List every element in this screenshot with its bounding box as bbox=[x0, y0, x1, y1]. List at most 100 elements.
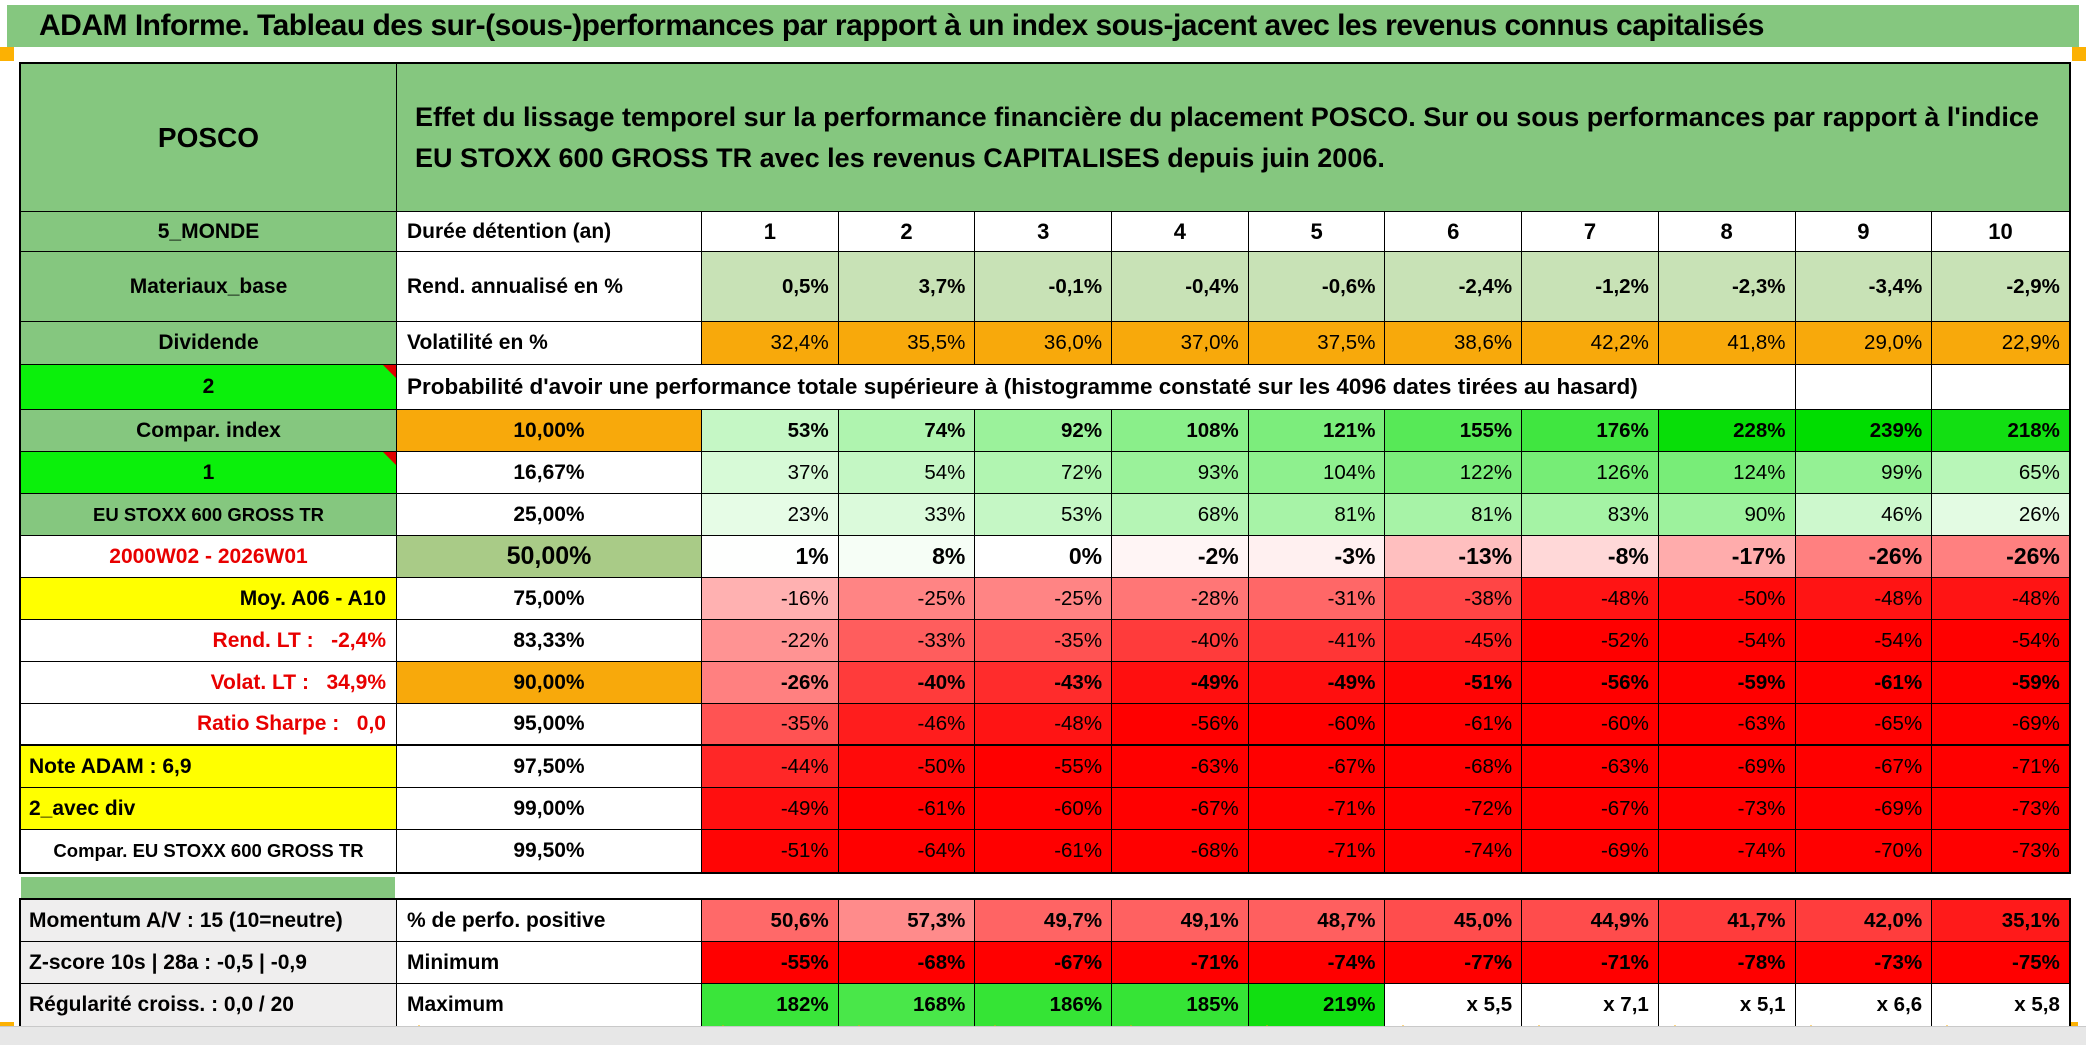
value-cell[interactable]: -26% bbox=[1795, 536, 1933, 578]
metric-cell[interactable]: Minimum bbox=[397, 942, 702, 984]
metric-cell[interactable]: 10,00% bbox=[397, 410, 702, 452]
value-cell[interactable]: 219% bbox=[1248, 984, 1386, 1026]
label-cell[interactable]: 2000W02 - 2026W01 bbox=[21, 536, 397, 578]
value-cell[interactable]: -3,4% bbox=[1795, 252, 1933, 322]
value-cell[interactable]: -2,4% bbox=[1385, 252, 1523, 322]
column-header-cell[interactable]: 6 bbox=[1385, 212, 1523, 252]
value-cell[interactable]: 37% bbox=[702, 452, 839, 494]
value-cell[interactable]: -75% bbox=[1932, 942, 2069, 984]
value-cell[interactable]: -61% bbox=[1795, 662, 1933, 704]
value-cell[interactable]: x 5,8 bbox=[1932, 984, 2069, 1026]
metric-cell[interactable]: 75,00% bbox=[397, 578, 702, 620]
value-cell[interactable]: 65% bbox=[1932, 452, 2069, 494]
value-cell[interactable]: -73% bbox=[1932, 788, 2069, 830]
value-cell[interactable]: -73% bbox=[1658, 788, 1796, 830]
value-cell[interactable]: -35% bbox=[702, 704, 839, 746]
value-cell[interactable]: x 7,1 bbox=[1522, 984, 1659, 1026]
value-cell[interactable]: -68% bbox=[1112, 830, 1249, 872]
value-cell[interactable]: -74% bbox=[1658, 830, 1796, 872]
value-cell[interactable]: -61% bbox=[1385, 704, 1523, 746]
value-cell[interactable]: 53% bbox=[702, 410, 839, 452]
label-cell[interactable]: 1 bbox=[21, 452, 397, 494]
metric-cell[interactable]: 97,50% bbox=[397, 746, 702, 788]
value-cell[interactable]: -28% bbox=[1112, 578, 1249, 620]
value-cell[interactable]: -67% bbox=[1795, 746, 1933, 788]
value-cell[interactable]: 239% bbox=[1795, 410, 1933, 452]
value-cell[interactable]: -71% bbox=[1248, 830, 1386, 872]
value-cell[interactable]: -69% bbox=[1795, 788, 1933, 830]
value-cell[interactable] bbox=[1795, 365, 1933, 410]
value-cell[interactable]: -13% bbox=[1385, 536, 1523, 578]
value-cell[interactable]: 124% bbox=[1658, 452, 1796, 494]
value-cell[interactable]: -41% bbox=[1248, 620, 1386, 662]
column-header-cell[interactable]: 2 bbox=[838, 212, 976, 252]
value-cell[interactable]: -67% bbox=[1248, 746, 1386, 788]
value-cell[interactable]: -54% bbox=[1932, 620, 2069, 662]
value-cell[interactable]: 45,0% bbox=[1385, 900, 1523, 942]
value-cell[interactable]: 8% bbox=[838, 536, 976, 578]
description-cell[interactable]: Effet du lissage temporel sur la perform… bbox=[397, 64, 2069, 212]
column-header-cell[interactable]: 9 bbox=[1795, 212, 1933, 252]
value-cell[interactable]: -69% bbox=[1522, 830, 1659, 872]
value-cell[interactable]: -49% bbox=[702, 788, 839, 830]
value-cell[interactable]: 57,3% bbox=[838, 900, 976, 942]
value-cell[interactable]: -63% bbox=[1112, 746, 1249, 788]
label-cell[interactable]: Dividende bbox=[21, 322, 397, 365]
value-cell[interactable]: 90% bbox=[1658, 494, 1796, 536]
value-cell[interactable]: -2% bbox=[1112, 536, 1249, 578]
value-cell[interactable]: -52% bbox=[1522, 620, 1659, 662]
value-cell[interactable]: 3,7% bbox=[838, 252, 976, 322]
value-cell[interactable]: -68% bbox=[1385, 746, 1523, 788]
value-cell[interactable]: 53% bbox=[975, 494, 1113, 536]
value-cell[interactable]: 36,0% bbox=[975, 322, 1113, 365]
value-cell[interactable]: 22,9% bbox=[1932, 322, 2069, 365]
value-cell[interactable]: -48% bbox=[975, 704, 1113, 746]
label-cell[interactable]: Materiaux_base bbox=[21, 252, 397, 322]
value-cell[interactable]: -25% bbox=[838, 578, 976, 620]
value-cell[interactable]: -45% bbox=[1385, 620, 1523, 662]
value-cell[interactable]: 26% bbox=[1932, 494, 2069, 536]
metric-cell[interactable]: 99,50% bbox=[397, 830, 702, 872]
value-cell[interactable]: -56% bbox=[1522, 662, 1659, 704]
label-cell[interactable]: Rend. LT : -2,4% bbox=[21, 620, 397, 662]
metric-cell[interactable]: % de perfo. positive bbox=[397, 900, 702, 942]
value-cell[interactable]: 42,0% bbox=[1795, 900, 1933, 942]
value-cell[interactable]: 68% bbox=[1112, 494, 1249, 536]
value-cell[interactable]: 54% bbox=[838, 452, 976, 494]
value-cell[interactable]: 38,6% bbox=[1385, 322, 1523, 365]
value-cell[interactable]: -68% bbox=[838, 942, 976, 984]
value-cell[interactable]: -56% bbox=[1112, 704, 1249, 746]
value-cell[interactable]: 104% bbox=[1248, 452, 1386, 494]
value-cell[interactable]: 126% bbox=[1522, 452, 1659, 494]
metric-cell[interactable]: 95,00% bbox=[397, 704, 702, 746]
value-cell[interactable]: 182% bbox=[702, 984, 839, 1026]
value-cell[interactable]: -70% bbox=[1795, 830, 1933, 872]
value-cell[interactable]: -63% bbox=[1522, 746, 1659, 788]
value-cell[interactable]: -51% bbox=[1385, 662, 1523, 704]
metric-cell[interactable]: 83,33% bbox=[397, 620, 702, 662]
label-cell[interactable]: Compar. index bbox=[21, 410, 397, 452]
value-cell[interactable]: -22% bbox=[702, 620, 839, 662]
column-header-cell[interactable]: 7 bbox=[1522, 212, 1659, 252]
value-cell[interactable]: -60% bbox=[975, 788, 1113, 830]
value-cell[interactable]: 218% bbox=[1932, 410, 2069, 452]
label-cell[interactable]: 2_avec div bbox=[21, 788, 397, 830]
value-cell[interactable]: 44,9% bbox=[1522, 900, 1659, 942]
value-cell[interactable]: -16% bbox=[702, 578, 839, 620]
value-cell[interactable]: -74% bbox=[1385, 830, 1523, 872]
value-cell[interactable]: -61% bbox=[975, 830, 1113, 872]
value-cell[interactable]: 228% bbox=[1658, 410, 1796, 452]
value-cell[interactable]: 29,0% bbox=[1795, 322, 1933, 365]
value-cell[interactable]: 50,6% bbox=[702, 900, 839, 942]
label-cell[interactable]: Momentum A/V : 15 (10=neutre) bbox=[21, 900, 397, 942]
value-cell[interactable]: 121% bbox=[1248, 410, 1386, 452]
value-cell[interactable]: -69% bbox=[1932, 704, 2069, 746]
value-cell[interactable]: -71% bbox=[1112, 942, 1249, 984]
value-cell[interactable]: -71% bbox=[1248, 788, 1386, 830]
value-cell[interactable]: -50% bbox=[838, 746, 976, 788]
label-cell[interactable]: Compar. EU STOXX 600 GROSS TR bbox=[21, 830, 397, 872]
value-cell[interactable]: -49% bbox=[1248, 662, 1386, 704]
value-cell[interactable]: -48% bbox=[1522, 578, 1659, 620]
value-cell[interactable]: -48% bbox=[1795, 578, 1933, 620]
metric-cell[interactable]: Durée détention (an) bbox=[397, 212, 702, 252]
